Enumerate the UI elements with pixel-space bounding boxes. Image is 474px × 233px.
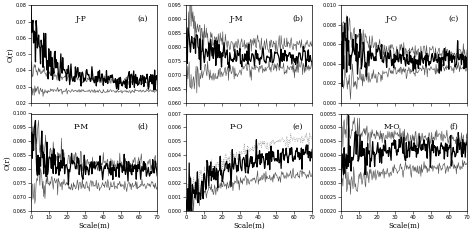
Text: (b): (b) bbox=[292, 15, 303, 23]
Text: (e): (e) bbox=[293, 123, 303, 131]
Text: (a): (a) bbox=[138, 15, 148, 23]
Text: (f): (f) bbox=[449, 123, 458, 131]
X-axis label: Scale(m): Scale(m) bbox=[78, 222, 110, 230]
Text: (c): (c) bbox=[448, 15, 458, 23]
X-axis label: Scale(m): Scale(m) bbox=[388, 222, 420, 230]
X-axis label: Scale(m): Scale(m) bbox=[233, 222, 265, 230]
Text: M-O: M-O bbox=[383, 123, 400, 131]
Y-axis label: O(r): O(r) bbox=[7, 47, 15, 62]
Text: J-P: J-P bbox=[76, 15, 87, 23]
Text: J-O: J-O bbox=[385, 15, 397, 23]
Text: (d): (d) bbox=[137, 123, 148, 131]
Text: P-M: P-M bbox=[74, 123, 89, 131]
Text: P-O: P-O bbox=[230, 123, 243, 131]
Text: J-M: J-M bbox=[230, 15, 243, 23]
Y-axis label: O(r): O(r) bbox=[3, 155, 11, 170]
